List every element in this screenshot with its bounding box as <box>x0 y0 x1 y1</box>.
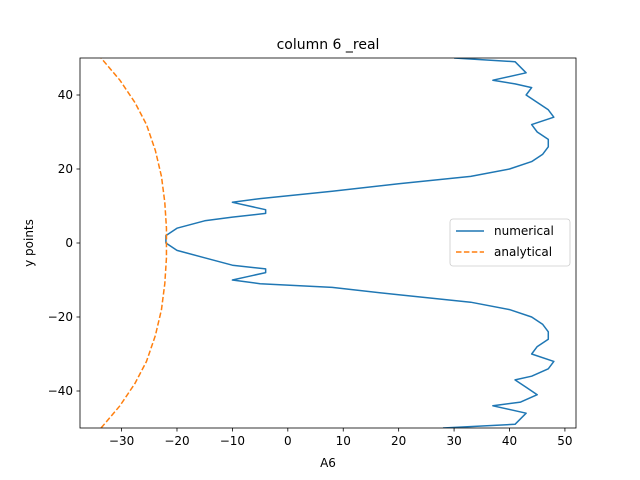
x-tick-label: 40 <box>502 434 517 448</box>
y-tick-label: 20 <box>58 162 73 176</box>
legend-analytical-label: analytical <box>494 245 552 259</box>
y-tick-label: −20 <box>48 310 73 324</box>
x-tick-label: 10 <box>336 434 351 448</box>
x-tick-label: 20 <box>391 434 406 448</box>
y-tick-label: 0 <box>65 236 73 250</box>
legend-numerical-label: numerical <box>494 224 554 238</box>
x-tick-label: 30 <box>446 434 461 448</box>
x-tick-label: 0 <box>284 434 292 448</box>
y-tick-label: 40 <box>58 88 73 102</box>
series-analytical-line <box>100 58 168 428</box>
x-tick-label: −10 <box>220 434 245 448</box>
x-tick-label: −20 <box>164 434 189 448</box>
y-tick-label: −40 <box>48 384 73 398</box>
legend: numerical analytical <box>449 218 571 267</box>
x-tick-label: 50 <box>557 434 572 448</box>
chart-title: column 6 _real <box>277 37 380 53</box>
y-axis-label: y points <box>22 219 36 267</box>
x-axis-label: A6 <box>320 456 336 470</box>
x-tick-label: −30 <box>109 434 134 448</box>
